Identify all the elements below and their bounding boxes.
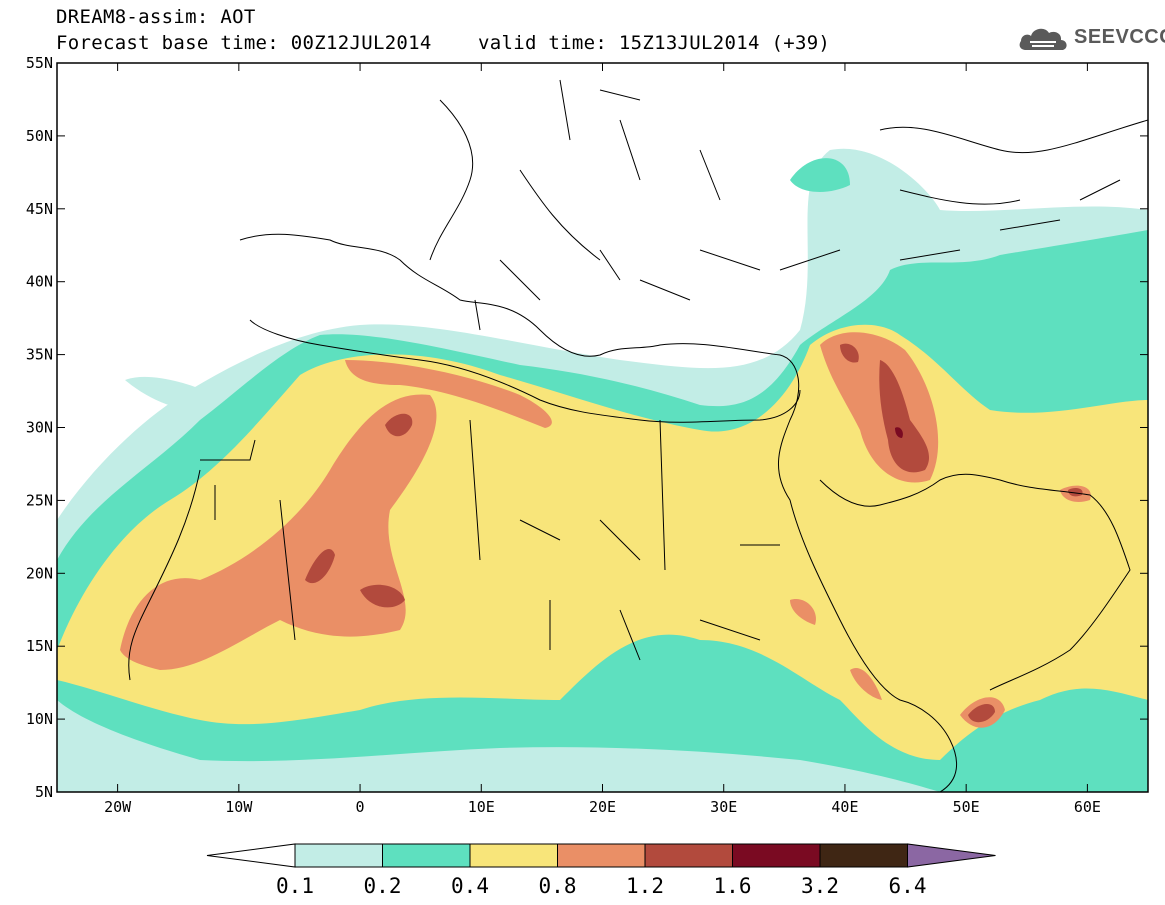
lon-label: 50E	[953, 798, 980, 816]
aot-field	[57, 63, 1148, 792]
forecast-base-time: Forecast base time: 00Z12JUL2014	[56, 32, 432, 54]
lat-label: 20N	[26, 564, 53, 582]
lat-label: 50N	[26, 127, 53, 145]
colorbar-swatch	[819, 843, 908, 868]
colorbar-level-label: 1.6	[714, 874, 752, 898]
lon-label: 40E	[831, 798, 858, 816]
aot-colorbar	[206, 843, 996, 868]
colorbar-level-label: 0.2	[364, 874, 402, 898]
lon-label: 20W	[104, 798, 132, 816]
lon-label: 60E	[1074, 798, 1101, 816]
colorbar-level-label: 3.2	[801, 874, 839, 898]
colorbar-swatch	[732, 843, 821, 868]
colorbar-labels: 0.1 0.2 0.4 0.8 1.2 1.6 3.2 6.4	[276, 874, 926, 898]
cloud-icon	[1019, 28, 1067, 50]
latitude-axis: 55N 50N 45N 40N 35N 30N 25N 20N 15N 10N 5N	[26, 54, 53, 801]
lat-label: 30N	[26, 419, 53, 437]
lat-label: 45N	[26, 200, 53, 218]
colorbar-swatch	[644, 843, 733, 868]
colorbar-level-label: 6.4	[889, 874, 927, 898]
colorbar-swatch	[469, 843, 558, 868]
lat-label: 10N	[26, 710, 53, 728]
lat-label: 40N	[26, 273, 53, 291]
lat-label: 25N	[26, 491, 53, 509]
lon-label: 10W	[225, 798, 253, 816]
colorbar-swatch	[557, 843, 646, 868]
lon-label: 0	[356, 798, 365, 816]
longitude-axis: 20W 10W 0 10E 20E 30E 40E 50E 60E	[104, 798, 1101, 816]
colorbar-level-label: 1.2	[626, 874, 664, 898]
lat-label: 35N	[26, 346, 53, 364]
colorbar-level-label: 0.8	[539, 874, 577, 898]
lon-label: 20E	[589, 798, 616, 816]
valid-time: valid time: 15Z13JUL2014 (+39)	[478, 32, 831, 54]
lon-label: 30E	[710, 798, 737, 816]
axis-ticks	[57, 62, 1148, 793]
seevccc-logo: SEEVCCC	[1018, 22, 1165, 54]
colorbar-lower-arrow	[206, 843, 296, 868]
logo-text: SEEVCCC	[1074, 26, 1165, 48]
colorbar-level-label: 0.1	[276, 874, 314, 898]
colorbar-swatch	[294, 843, 383, 868]
lat-label: 15N	[26, 637, 53, 655]
lon-label: 10E	[468, 798, 495, 816]
colorbar-upper-arrow	[907, 843, 996, 868]
lat-label: 5N	[35, 783, 53, 801]
colorbar-level-label: 0.4	[451, 874, 489, 898]
colorbar-swatch	[382, 843, 471, 868]
map-title: DREAM8-assim: AOT	[56, 6, 256, 28]
lat-label: 55N	[26, 54, 53, 72]
